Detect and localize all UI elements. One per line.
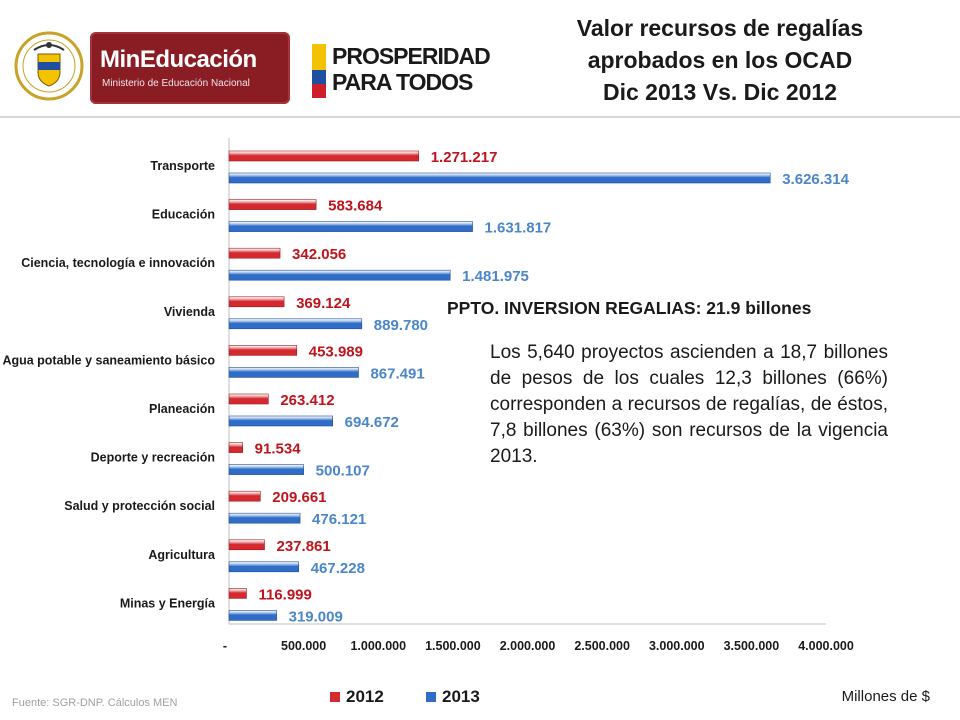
header-divider [0,116,960,118]
bar-chart: Transporte 1.271.217 3.626.314 Educación 583… [2,138,854,653]
legend-label-2013: 2013 [442,687,480,706]
bar-2013 [228,464,304,475]
units-note: Millones de $ [841,688,930,705]
category-label: Minas y Energía [120,596,216,610]
bar-2012 [228,490,261,502]
bar-2013 [228,367,359,378]
data-label-2012: 237.861 [277,538,331,555]
category-label: Salud y protección social [64,499,215,513]
category-label: Educación [152,208,215,222]
bar-2013 [228,318,363,330]
bar-2012 [228,588,247,599]
data-label-2013: 476.121 [312,511,366,528]
bar-2012 [228,247,281,259]
bar-2012 [228,393,269,405]
x-tick-label: 1.000.000 [350,639,406,653]
legend-label-2012: 2012 [346,687,384,706]
data-label-2013: 867.491 [370,365,424,382]
category-label: Agua potable y saneamiento básico [2,353,215,367]
data-label-2013: 500.107 [316,463,370,480]
category-label: Deporte y recreación [91,451,215,465]
data-label-2013: 467.228 [311,560,365,577]
x-tick-label: 3.500.000 [724,639,780,653]
page-header: MinEducación Ministerio de Educación Nac… [0,0,960,118]
bar-2013 [228,561,300,573]
legend-swatch-2013 [426,692,436,702]
data-label-2012: 1.271.217 [431,149,498,166]
category-label: Transporte [150,159,215,173]
bar-2012 [228,296,285,308]
category-label: Ciencia, tecnología e innovación [21,256,215,270]
bar-2012 [228,442,243,453]
legend-swatch-2012 [330,692,340,702]
data-label-2013: 319.009 [289,608,343,625]
data-label-2012: 209.661 [272,489,326,506]
category-label: Vivienda [164,305,216,319]
bar-2013 [228,610,277,621]
x-tick-label: 3.000.000 [649,639,705,653]
data-label-2012: 91.534 [255,441,302,458]
prosperidad-line-2: PARA TODOS [332,69,473,95]
bar-2013 [228,172,771,184]
bar-2012 [228,199,317,210]
mineducacion-subtitle: Ministerio de Educación Nacional [102,78,250,89]
budget-annotation: PPTO. INVERSION REGALIAS: 21.9 billones [447,298,812,318]
data-label-2012: 583.684 [328,198,383,215]
category-label: Agricultura [148,548,216,562]
data-label-2013: 889.780 [374,317,428,334]
prosperidad-line-1: PROSPERIDAD [332,43,491,69]
x-tick-label: - [223,639,227,653]
bar-2013 [228,415,333,427]
summary-paragraph: Los 5,640 proyectos ascienden a 18,7 bil… [490,342,888,467]
data-label-2012: 453.989 [309,343,363,360]
data-label-2012: 116.999 [258,586,311,603]
category-label: Planeación [149,402,215,416]
bar-2012 [228,345,298,356]
bar-2013 [228,221,473,232]
x-tick-label: 2.500.000 [574,639,630,653]
mineducacion-logo: MinEducación Ministerio de Educación Nac… [90,32,290,104]
mineducacion-name: MinEducación [100,46,257,73]
data-label-2013: 3.626.314 [782,171,849,188]
colombia-coat-of-arms-icon [14,31,84,101]
x-tick-label: 500.000 [281,639,326,653]
bar-2012 [228,150,420,162]
data-label-2012: 369.124 [296,295,351,312]
data-label-2012: 342.056 [292,246,346,263]
data-label-2013: 1.481.975 [462,268,529,285]
data-label-2013: 694.672 [345,414,399,431]
prosperidad-logo: PROSPERIDAD PARA TODOS [312,40,492,104]
x-tick-label: 4.000.000 [798,639,854,653]
title-line-2: aprobados en los OCAD [587,47,853,73]
source-note: Fuente: SGR-DNP. Cálculos MEN [12,697,178,709]
x-tick-label: 2.000.000 [500,639,556,653]
bar-2012 [228,539,265,551]
data-label-2012: 263.412 [280,392,334,409]
bar-2013 [228,269,451,281]
page-title: Valor recursos de regalías aprobados en … [500,12,940,108]
x-tick-label: 1.500.000 [425,639,481,653]
title-line-3: Dic 2013 Vs. Dic 2012 [603,79,837,105]
bar-2013 [228,512,301,524]
data-label-2013: 1.631.817 [485,220,552,237]
title-line-1: Valor recursos de regalías [576,15,864,41]
